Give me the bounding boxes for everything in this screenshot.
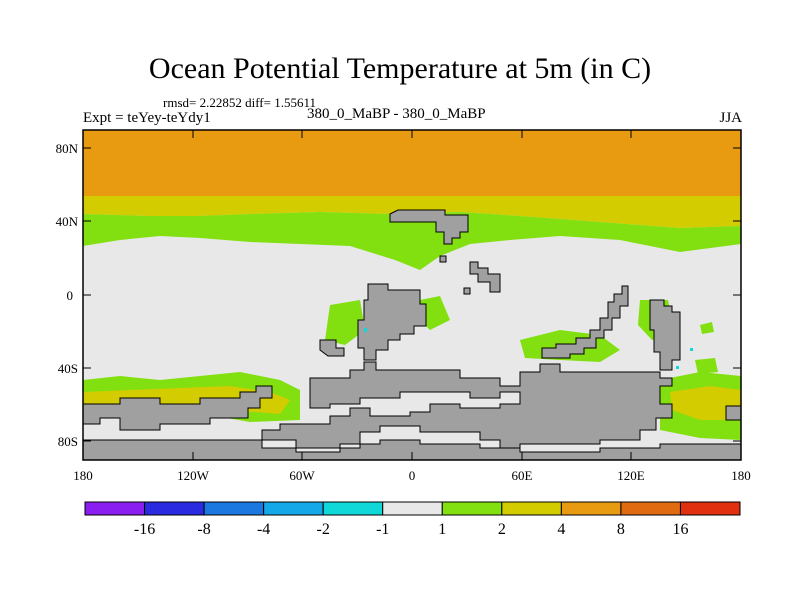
landmass bbox=[389, 209, 469, 245]
landmass bbox=[463, 287, 471, 295]
x-tick-label: 120E bbox=[617, 468, 645, 483]
cyan-dot bbox=[690, 348, 693, 351]
colorbar-label: 4 bbox=[557, 521, 565, 538]
colorbar-label: 16 bbox=[672, 521, 688, 538]
landmass bbox=[261, 361, 673, 449]
y-tick-label: 80N bbox=[56, 141, 79, 156]
colorbar-label: 8 bbox=[617, 521, 625, 538]
colorbar-label: -4 bbox=[257, 521, 270, 538]
green-patch bbox=[325, 300, 365, 345]
colorbar-swatch bbox=[144, 501, 205, 516]
colorbar: -16 -8 -4 -2 -1 1 2 4 8 16 bbox=[84, 501, 741, 538]
colorbar-label: -16 bbox=[134, 521, 155, 538]
landmass bbox=[82, 385, 273, 431]
cyan-dot bbox=[676, 366, 679, 369]
cyan-dot bbox=[364, 328, 367, 332]
landmass bbox=[357, 283, 427, 361]
y-tick-label: 40S bbox=[58, 361, 78, 376]
land-masses bbox=[82, 209, 742, 461]
colorbar-swatch bbox=[203, 501, 265, 516]
y-axis-labels: 80N 40N 0 40S 80S bbox=[56, 141, 79, 449]
colorbar-label: -8 bbox=[197, 521, 210, 538]
x-tick-label: 180 bbox=[73, 468, 93, 483]
landmass bbox=[469, 261, 501, 293]
colorbar-swatch bbox=[679, 501, 741, 516]
landmass bbox=[725, 405, 742, 421]
landmass bbox=[649, 299, 681, 371]
colorbar-swatch bbox=[560, 501, 622, 516]
landmass bbox=[319, 339, 345, 357]
colorbar-swatch bbox=[84, 501, 146, 516]
colorbar-label: -2 bbox=[317, 521, 330, 538]
colorbar-swatch bbox=[441, 501, 503, 516]
colorbar-label: 2 bbox=[498, 521, 506, 538]
x-tick-label: 180 bbox=[731, 468, 751, 483]
colorbar-swatch bbox=[501, 501, 562, 516]
x-tick-label: 60W bbox=[289, 468, 315, 483]
experiment-names: 380_0_MaBP - 380_0_MaBP bbox=[307, 106, 486, 122]
experiment-label: Expt = teYey-teYdy1 bbox=[83, 110, 211, 126]
stats-label: rmsd= 2.22852 diff= 1.55611 bbox=[163, 95, 316, 110]
green-patch bbox=[695, 358, 718, 374]
colorbar-swatch bbox=[620, 501, 681, 516]
colorbar-swatch bbox=[322, 501, 384, 516]
x-tick-label: 60E bbox=[512, 468, 533, 483]
colorbar-swatch bbox=[263, 501, 324, 516]
colorbar-label: 1 bbox=[438, 521, 446, 538]
northern-green-band bbox=[83, 212, 741, 270]
map-plot bbox=[82, 129, 742, 461]
tick-marks bbox=[83, 130, 741, 460]
landmass bbox=[439, 255, 447, 263]
southern-yellow-band-east bbox=[670, 386, 741, 420]
colorbar-swatch bbox=[382, 501, 443, 516]
x-tick-label: 120W bbox=[177, 468, 210, 483]
landmass bbox=[82, 439, 742, 461]
y-tick-label: 40N bbox=[56, 214, 79, 229]
x-tick-label: 0 bbox=[409, 468, 416, 483]
y-tick-label: 0 bbox=[67, 288, 74, 303]
landmass bbox=[541, 285, 629, 359]
x-axis-labels: 180 120W 60W 0 60E 120E 180 bbox=[73, 468, 751, 483]
chart-title: Ocean Potential Temperature at 5m (in C) bbox=[148, 52, 652, 85]
green-patch bbox=[700, 322, 714, 334]
y-tick-label: 80S bbox=[58, 434, 78, 449]
arctic-warm-band bbox=[83, 130, 741, 196]
colorbar-label: -1 bbox=[376, 521, 389, 538]
season-label: JJA bbox=[719, 110, 742, 126]
